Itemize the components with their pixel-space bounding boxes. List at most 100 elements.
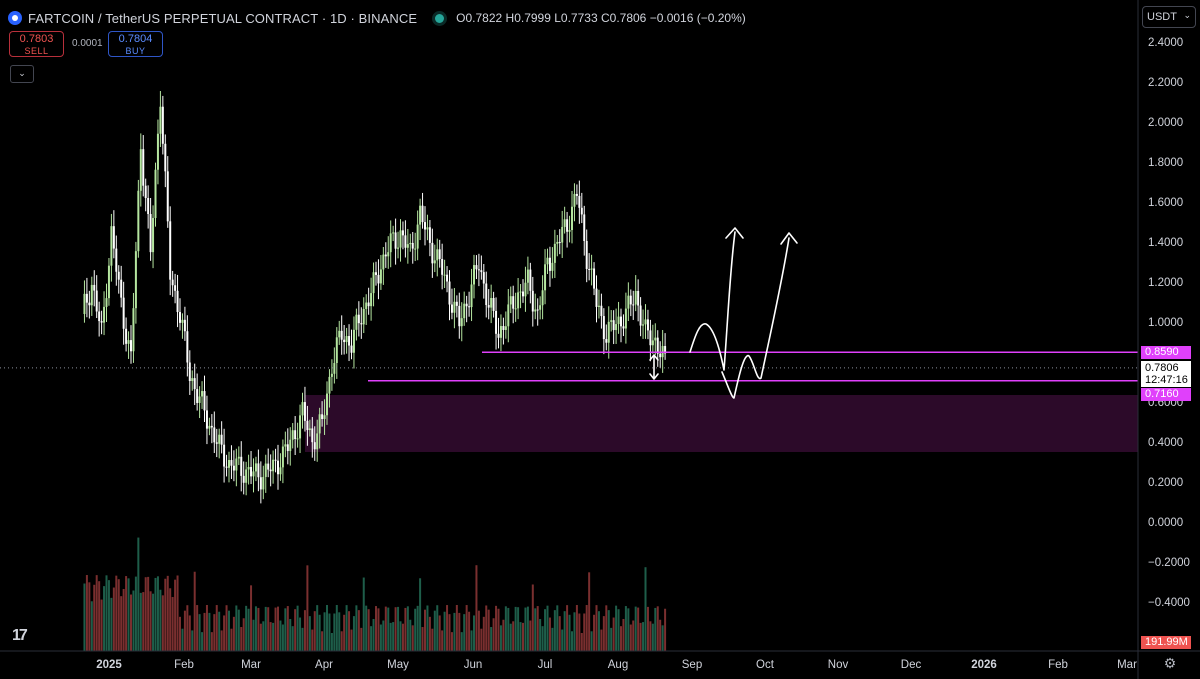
candle-body [254,463,257,472]
volume-bar [551,627,554,651]
candle-body [308,428,311,431]
candle-body [551,262,554,271]
candle-body [83,293,86,314]
volume-bar [313,611,316,651]
volume-bar [328,613,331,651]
volume-bar [558,616,561,651]
volume-bar [191,630,194,651]
candle-body [441,259,444,275]
volume-bar [223,615,226,651]
collapse-legend-button[interactable]: ⌄ [10,65,34,83]
volume-bar [519,622,522,651]
volume-bar [495,605,498,651]
volume-bar [186,605,189,651]
volume-bar [514,606,517,651]
volume-bar [137,537,140,651]
candle-body [529,269,532,291]
volume-bar [573,612,576,651]
volume-bar [279,620,282,651]
candle-body [98,311,101,322]
volume-bar [404,607,407,651]
volume-bar [468,611,471,651]
candle-body [348,336,351,346]
candle-body [88,302,91,306]
volume-bar [502,619,505,651]
candle-body [144,185,147,199]
candle-body [343,339,346,343]
candle-body [103,306,106,323]
volume-bar [272,622,275,651]
candle-body [259,477,262,490]
volume-bar [232,616,235,651]
volume-bar [127,578,130,651]
candle-body [375,272,377,275]
volume-bar [367,609,370,651]
candle-body [539,305,542,310]
candle-body [458,305,461,327]
candle-body [639,305,642,326]
sell-button[interactable]: 0.7803 SELL [9,31,64,57]
gear-icon[interactable]: ⚙ [1163,655,1177,671]
volume-bar [507,607,510,651]
candle-body [583,214,586,242]
volume-bar [661,625,664,651]
candle-body [228,460,230,468]
volume-bar [473,615,475,651]
candle-body [605,339,608,343]
volume-bar [93,584,96,651]
volume-bar [475,565,478,651]
projection-path-two [721,237,790,399]
volume-bar [85,575,88,651]
volume-bar [345,605,348,651]
open-value: 0.7822 [465,11,503,25]
candle-body [142,149,145,186]
candle-body [149,213,152,253]
candle-body [659,353,662,358]
buy-button[interactable]: 0.7804 BUY [108,31,163,57]
candle-body [367,302,370,307]
candle-body [208,425,211,429]
candle-body [130,340,132,352]
volume-bar [130,594,132,651]
lower-level-price-tag: 0.7160 [1141,388,1191,401]
arrow-head-two-icon [780,232,798,245]
candle-body [179,312,181,323]
volume-bar [480,628,483,651]
symbol-title[interactable]: FARTCOIN / TetherUS PERPETUAL CONTRACT ·… [28,10,418,26]
candle-body [578,195,581,208]
volume-bar [455,605,458,651]
candle-body [612,320,615,331]
volume-bar [284,608,287,651]
volume-bar [566,605,569,651]
volume-bar [446,605,449,651]
buy-price: 0.7804 [118,33,153,45]
candle-body [446,274,449,282]
currency-selector[interactable]: USDT ⌄ [1142,6,1196,28]
volume-bar [245,605,248,651]
candle-body [277,460,279,475]
volume-bar [132,590,135,651]
candle-body [345,336,348,343]
candle-body [193,378,196,390]
volume-bar [269,622,272,651]
candle-body [514,308,517,310]
volume-bar [585,605,588,651]
candle-body [313,442,316,450]
symbol-header[interactable]: FARTCOIN / TetherUS PERPETUAL CONTRACT ·… [8,9,746,27]
candle-body [632,304,635,306]
volume-bar [203,612,206,651]
candle-body [593,268,596,289]
volume-bar [590,631,593,651]
volume-bar [301,627,304,651]
volume-bar [242,618,245,651]
volume-bar [571,631,573,651]
volume-bar [171,597,174,651]
volume-bar [583,613,586,651]
candle-body [156,133,159,170]
spread-value: 0.0001 [72,38,103,49]
volume-bar [397,606,400,651]
candle-body [473,265,475,285]
volume-bar [629,624,632,651]
tradingview-logo[interactable]: 17 [12,627,28,644]
